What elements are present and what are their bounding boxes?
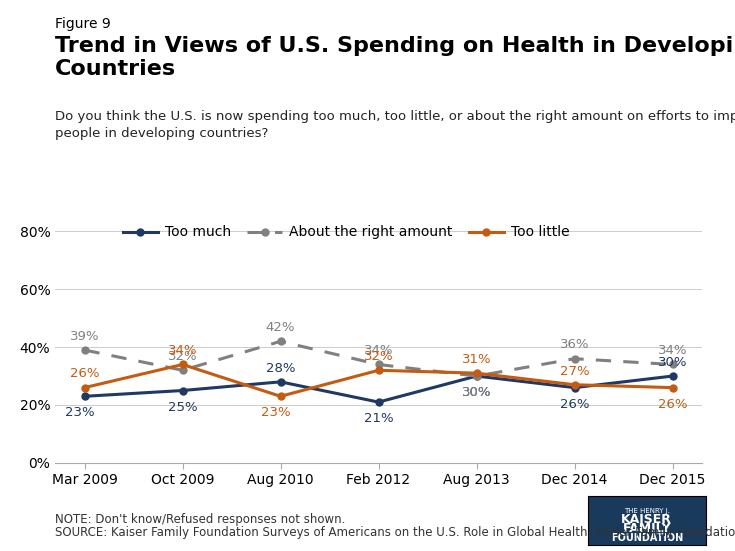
Text: Figure 9: Figure 9 [55, 17, 111, 30]
Text: FOUNDATION: FOUNDATION [611, 533, 683, 543]
Text: 26%: 26% [70, 368, 99, 380]
Text: 36%: 36% [560, 338, 589, 352]
Text: 42%: 42% [266, 321, 295, 334]
Text: 28%: 28% [266, 361, 295, 375]
Text: 26%: 26% [658, 398, 687, 410]
Text: 31%: 31% [462, 353, 491, 366]
Text: 39%: 39% [70, 330, 99, 343]
Text: 26%: 26% [560, 398, 589, 410]
Text: 25%: 25% [168, 401, 197, 414]
Text: Do you think the U.S. is now spending too much, too little, or about the right a: Do you think the U.S. is now spending to… [55, 110, 735, 140]
Text: 34%: 34% [364, 344, 393, 357]
Text: SOURCE: Kaiser Family Foundation Surveys of Americans on the U.S. Role in Global: SOURCE: Kaiser Family Foundation Surveys… [55, 526, 735, 539]
Text: 30%: 30% [462, 386, 491, 399]
Text: 34%: 34% [658, 344, 687, 357]
Text: FAMILY: FAMILY [623, 522, 671, 535]
Text: NOTE: Don't know/Refused responses not shown.: NOTE: Don't know/Refused responses not s… [55, 513, 345, 526]
Text: 32%: 32% [168, 350, 197, 363]
Legend: Too much, About the right amount, Too little: Too much, About the right amount, Too li… [118, 220, 575, 245]
Text: THE HENRY J.: THE HENRY J. [624, 508, 670, 514]
Text: 30%: 30% [462, 386, 491, 399]
Text: 23%: 23% [65, 407, 94, 419]
Text: KAISER: KAISER [621, 513, 673, 526]
Text: 30%: 30% [658, 356, 687, 369]
Text: Trend in Views of U.S. Spending on Health in Developing
Countries: Trend in Views of U.S. Spending on Healt… [55, 36, 735, 79]
Text: 23%: 23% [261, 407, 290, 419]
Text: 27%: 27% [560, 365, 589, 377]
Text: 21%: 21% [364, 412, 393, 425]
Text: 34%: 34% [168, 344, 197, 357]
Text: 32%: 32% [364, 350, 393, 363]
